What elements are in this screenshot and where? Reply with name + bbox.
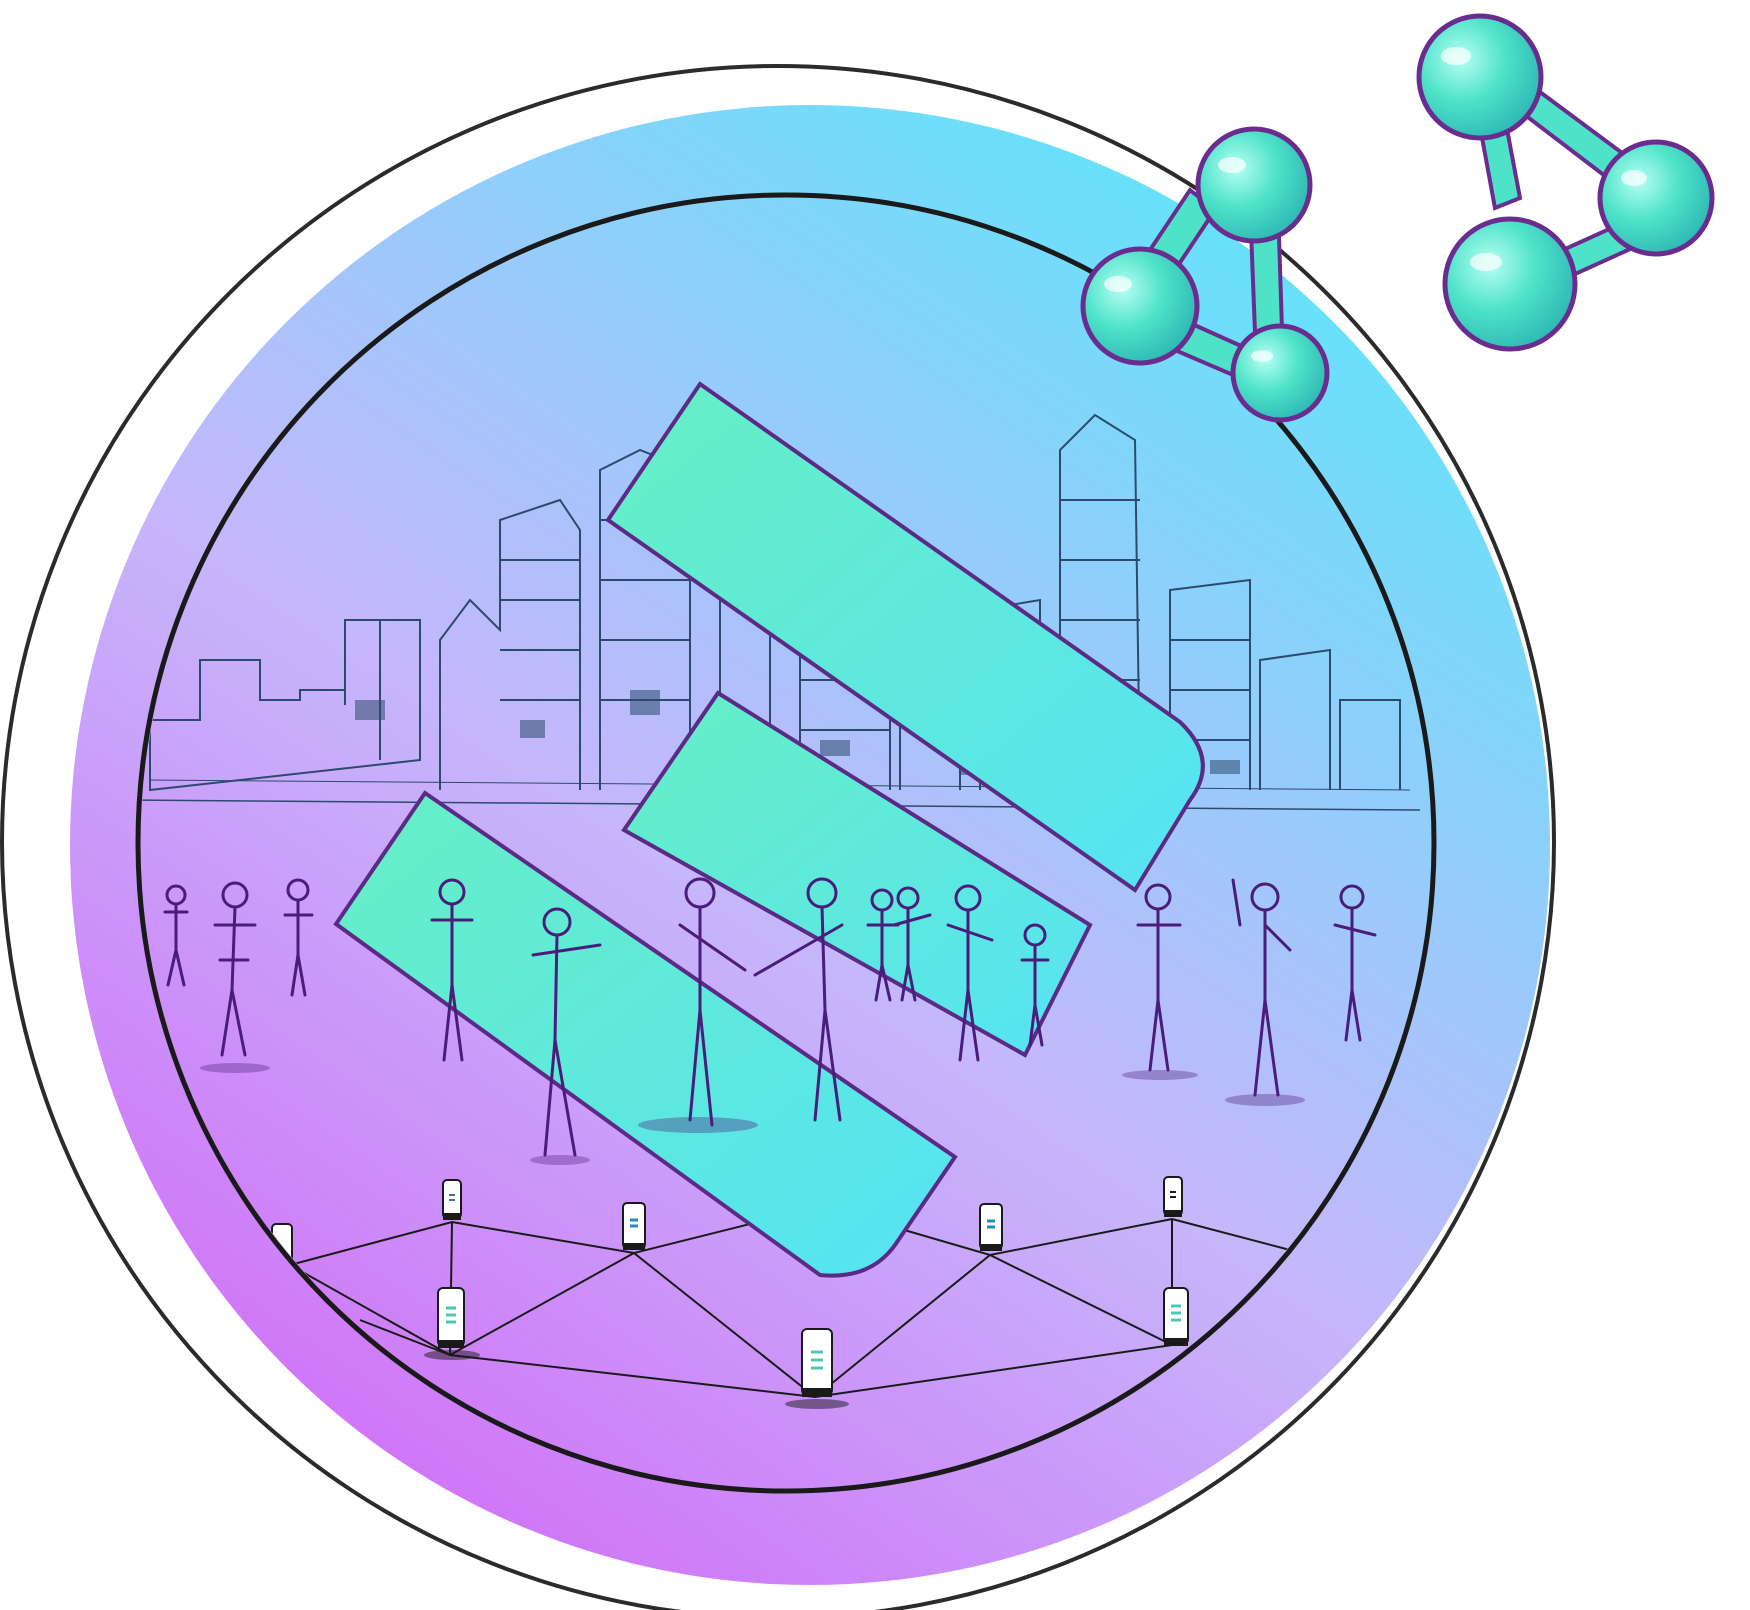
- ground-shadows: [200, 1063, 1305, 1165]
- device-node: [622, 1202, 646, 1250]
- logo-bar-bottom: [333, 790, 958, 1278]
- inner-ring: [135, 192, 1437, 1494]
- person: [1136, 883, 1182, 1072]
- device-node: [979, 1203, 1003, 1251]
- person: [866, 888, 900, 1002]
- molecule-right: [1416, 13, 1715, 352]
- person: [283, 878, 314, 997]
- person: [1333, 884, 1377, 1042]
- logo-bars: [333, 381, 1205, 1278]
- device-node: [1163, 1176, 1183, 1217]
- person: [753, 877, 844, 1122]
- logo-bar-middle: [621, 690, 1093, 1058]
- people-crowd: [163, 877, 1377, 1157]
- person: [1020, 923, 1050, 1047]
- person: [430, 878, 474, 1062]
- device-network-links: [289, 1204, 1291, 1399]
- device-node: [785, 1328, 849, 1409]
- outer-ring: [0, 64, 1556, 1610]
- network-devices: [271, 1176, 1189, 1409]
- person: [531, 907, 602, 1157]
- logo-bar-top: [605, 381, 1205, 893]
- person: [1231, 878, 1292, 1097]
- person: [946, 884, 994, 1062]
- molecule-left: [1080, 126, 1330, 423]
- device-node: [442, 1179, 462, 1220]
- person: [163, 884, 189, 987]
- device-node: [1163, 1287, 1189, 1346]
- person: [892, 886, 932, 1002]
- person: [678, 877, 747, 1127]
- device-node: [424, 1287, 480, 1360]
- person: [213, 881, 257, 1057]
